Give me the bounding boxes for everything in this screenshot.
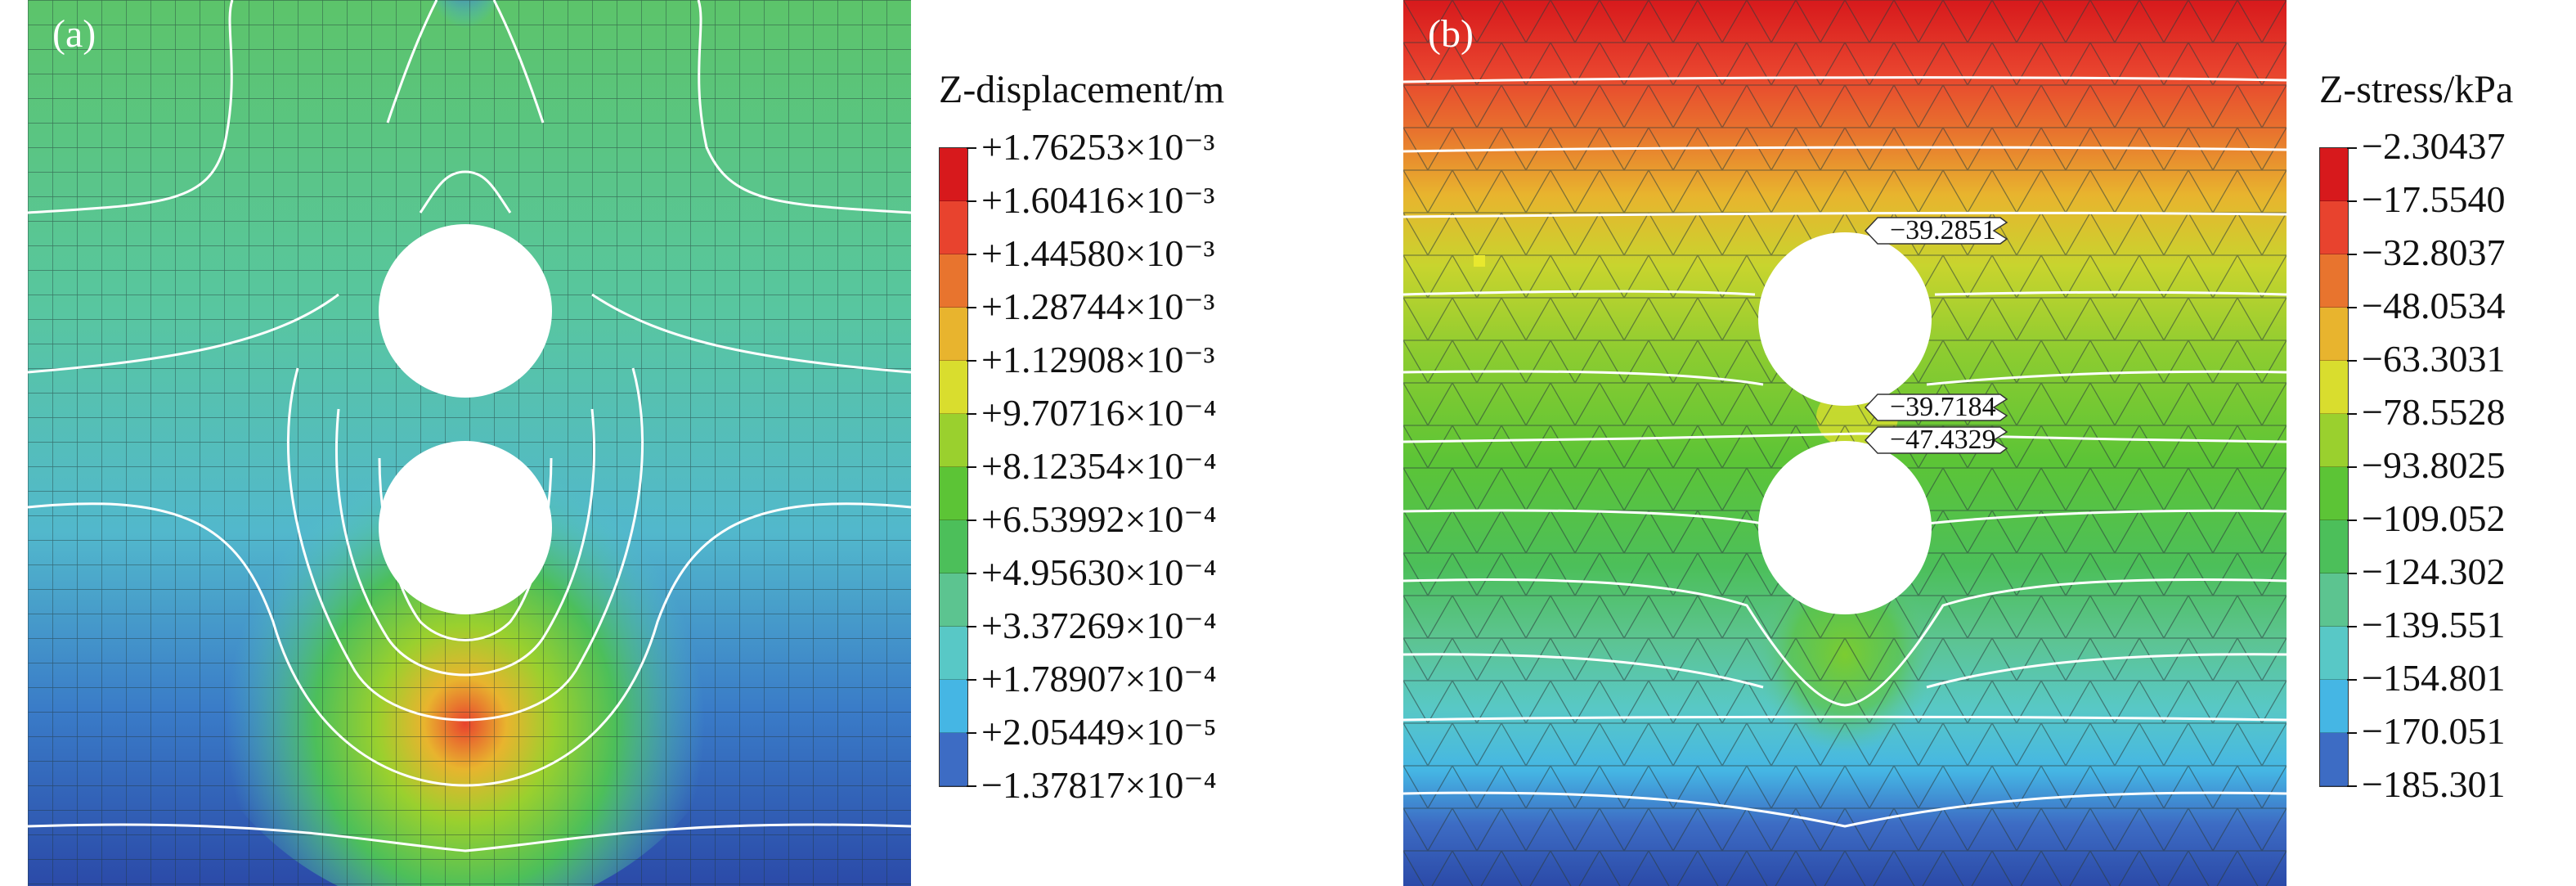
- legend-tick: −2.30437: [2346, 125, 2506, 167]
- lower-tunnel-opening: [379, 441, 552, 614]
- stress-field-svg: −39.2851 −39.7184 −47.4329: [1403, 0, 2287, 886]
- legend-tick: −170.051: [2346, 710, 2506, 752]
- legend-tick: −63.3031: [2346, 338, 2506, 380]
- upper-tunnel-opening: [379, 224, 552, 398]
- legend-tick: +1.60416×10⁻³: [966, 179, 1215, 221]
- legend-tick: +2.05449×10⁻⁵: [967, 711, 1217, 753]
- panel-label-b: (b): [1428, 12, 1474, 56]
- legend-tick: −109.052: [2346, 497, 2506, 539]
- stress-callout-2: −39.7184: [1864, 392, 2008, 422]
- stress-contour-plot: −39.2851 −39.7184 −47.4329 (b): [1403, 0, 2287, 886]
- legend-tick: +1.44580×10⁻³: [966, 232, 1215, 274]
- legend-tick: −93.8025: [2346, 444, 2506, 486]
- stress-callout-1: −39.2851: [1864, 215, 2008, 245]
- callout-value: −47.4329: [1890, 425, 1996, 455]
- legend-tick: −139.551: [2346, 604, 2506, 645]
- legend-tick: +1.78907×10⁻⁴: [967, 658, 1217, 699]
- legend-tick: +1.28744×10⁻³: [966, 286, 1215, 327]
- legend-tick: −1.37817×10⁻⁴: [967, 764, 1217, 806]
- legend-tick: +6.53992×10⁻⁴: [967, 498, 1217, 540]
- displacement-contour-plot: (a): [28, 0, 911, 886]
- legend-tick: −17.5540: [2346, 178, 2506, 220]
- lower-tunnel-opening: [1758, 441, 1932, 614]
- legend-title-a: Z-displacement/m: [939, 68, 1225, 111]
- legend-tick: −154.801: [2346, 657, 2506, 699]
- legend-title-b: Z-stress/kPa: [2319, 68, 2514, 111]
- legend-tick: −78.5528: [2346, 391, 2506, 433]
- panel-label-a: (a): [52, 12, 96, 56]
- legend-tick: −48.0534: [2346, 285, 2506, 326]
- legend-tick: +3.37269×10⁻⁴: [967, 605, 1217, 646]
- legend-tick: +9.70716×10⁻⁴: [967, 392, 1217, 434]
- yellow-marker: [1474, 255, 1485, 267]
- upper-tunnel-opening: [1758, 232, 1932, 406]
- stress-callout-3: −47.4329: [1864, 425, 2008, 455]
- callout-value: −39.2851: [1890, 215, 1996, 245]
- legend-tick: +1.12908×10⁻³: [966, 339, 1215, 380]
- legend-tick: +4.95630×10⁻⁴: [967, 551, 1217, 593]
- legend-tick: −32.8037: [2346, 232, 2506, 273]
- legend-colorbar-a: [939, 147, 968, 787]
- displacement-field-svg: [28, 0, 911, 886]
- legend-tick: +8.12354×10⁻⁴: [967, 445, 1217, 487]
- legend-tick: −124.302: [2346, 551, 2506, 592]
- legend-tick: −185.301: [2346, 763, 2506, 805]
- legend-tick: +1.76253×10⁻³: [966, 126, 1215, 168]
- callout-value: −39.7184: [1890, 392, 1996, 422]
- legend-colorbar-b: [2319, 147, 2349, 787]
